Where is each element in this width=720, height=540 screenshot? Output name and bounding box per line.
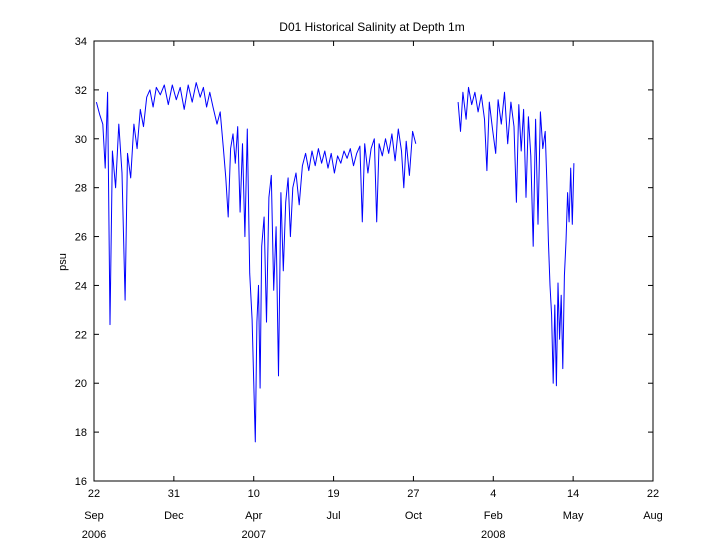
x-tick-day: 19: [327, 488, 339, 500]
x-tick-month: Feb: [484, 510, 503, 522]
y-tick-label: 18: [75, 427, 87, 439]
y-tick-label: 34: [75, 36, 87, 48]
plot-frame: [93, 40, 654, 482]
axis-ticks: 16 18 20 22 24 26 28 30 32 34 22 Sep 2006 31 Dec 10 Apr 2…: [75, 36, 663, 540]
x-tick-month: Dec: [164, 510, 184, 522]
y-tick-label: 16: [75, 476, 87, 488]
x-tick-month: Aug: [643, 510, 663, 522]
y-tick-label: 28: [75, 183, 87, 195]
x-tick-day: 31: [168, 488, 180, 500]
x-tick-day: 14: [567, 488, 579, 500]
x-tick-year: 2007: [241, 529, 265, 540]
x-tick-year: 2008: [481, 529, 505, 540]
x-tick-day: 22: [647, 488, 659, 500]
x-tick-day: 4: [490, 488, 496, 500]
x-tick-day: 27: [407, 488, 419, 500]
x-tick-month: May: [563, 510, 584, 522]
y-tick-label: 26: [75, 232, 87, 244]
chart-title: D01 Historical Salinity at Depth 1m: [279, 20, 464, 34]
x-tick-day: 10: [248, 488, 260, 500]
x-tick-month: Jul: [327, 510, 341, 522]
y-axis-label: psu: [57, 253, 69, 271]
y-tick-label: 30: [75, 134, 87, 146]
salinity-line-segment: [457, 86, 575, 387]
x-tick-month: Sep: [84, 510, 104, 522]
y-tick-label: 22: [75, 329, 87, 341]
x-tick-year: 2006: [82, 529, 106, 540]
x-tick-month: Oct: [405, 510, 422, 522]
salinity-series: [95, 82, 575, 443]
x-tick-day: 22: [88, 488, 100, 500]
x-tick-month: Apr: [245, 510, 262, 522]
salinity-line-segment: [95, 82, 417, 443]
y-tick-label: 32: [75, 85, 87, 97]
y-tick-label: 24: [75, 280, 87, 292]
y-tick-label: 20: [75, 378, 87, 390]
